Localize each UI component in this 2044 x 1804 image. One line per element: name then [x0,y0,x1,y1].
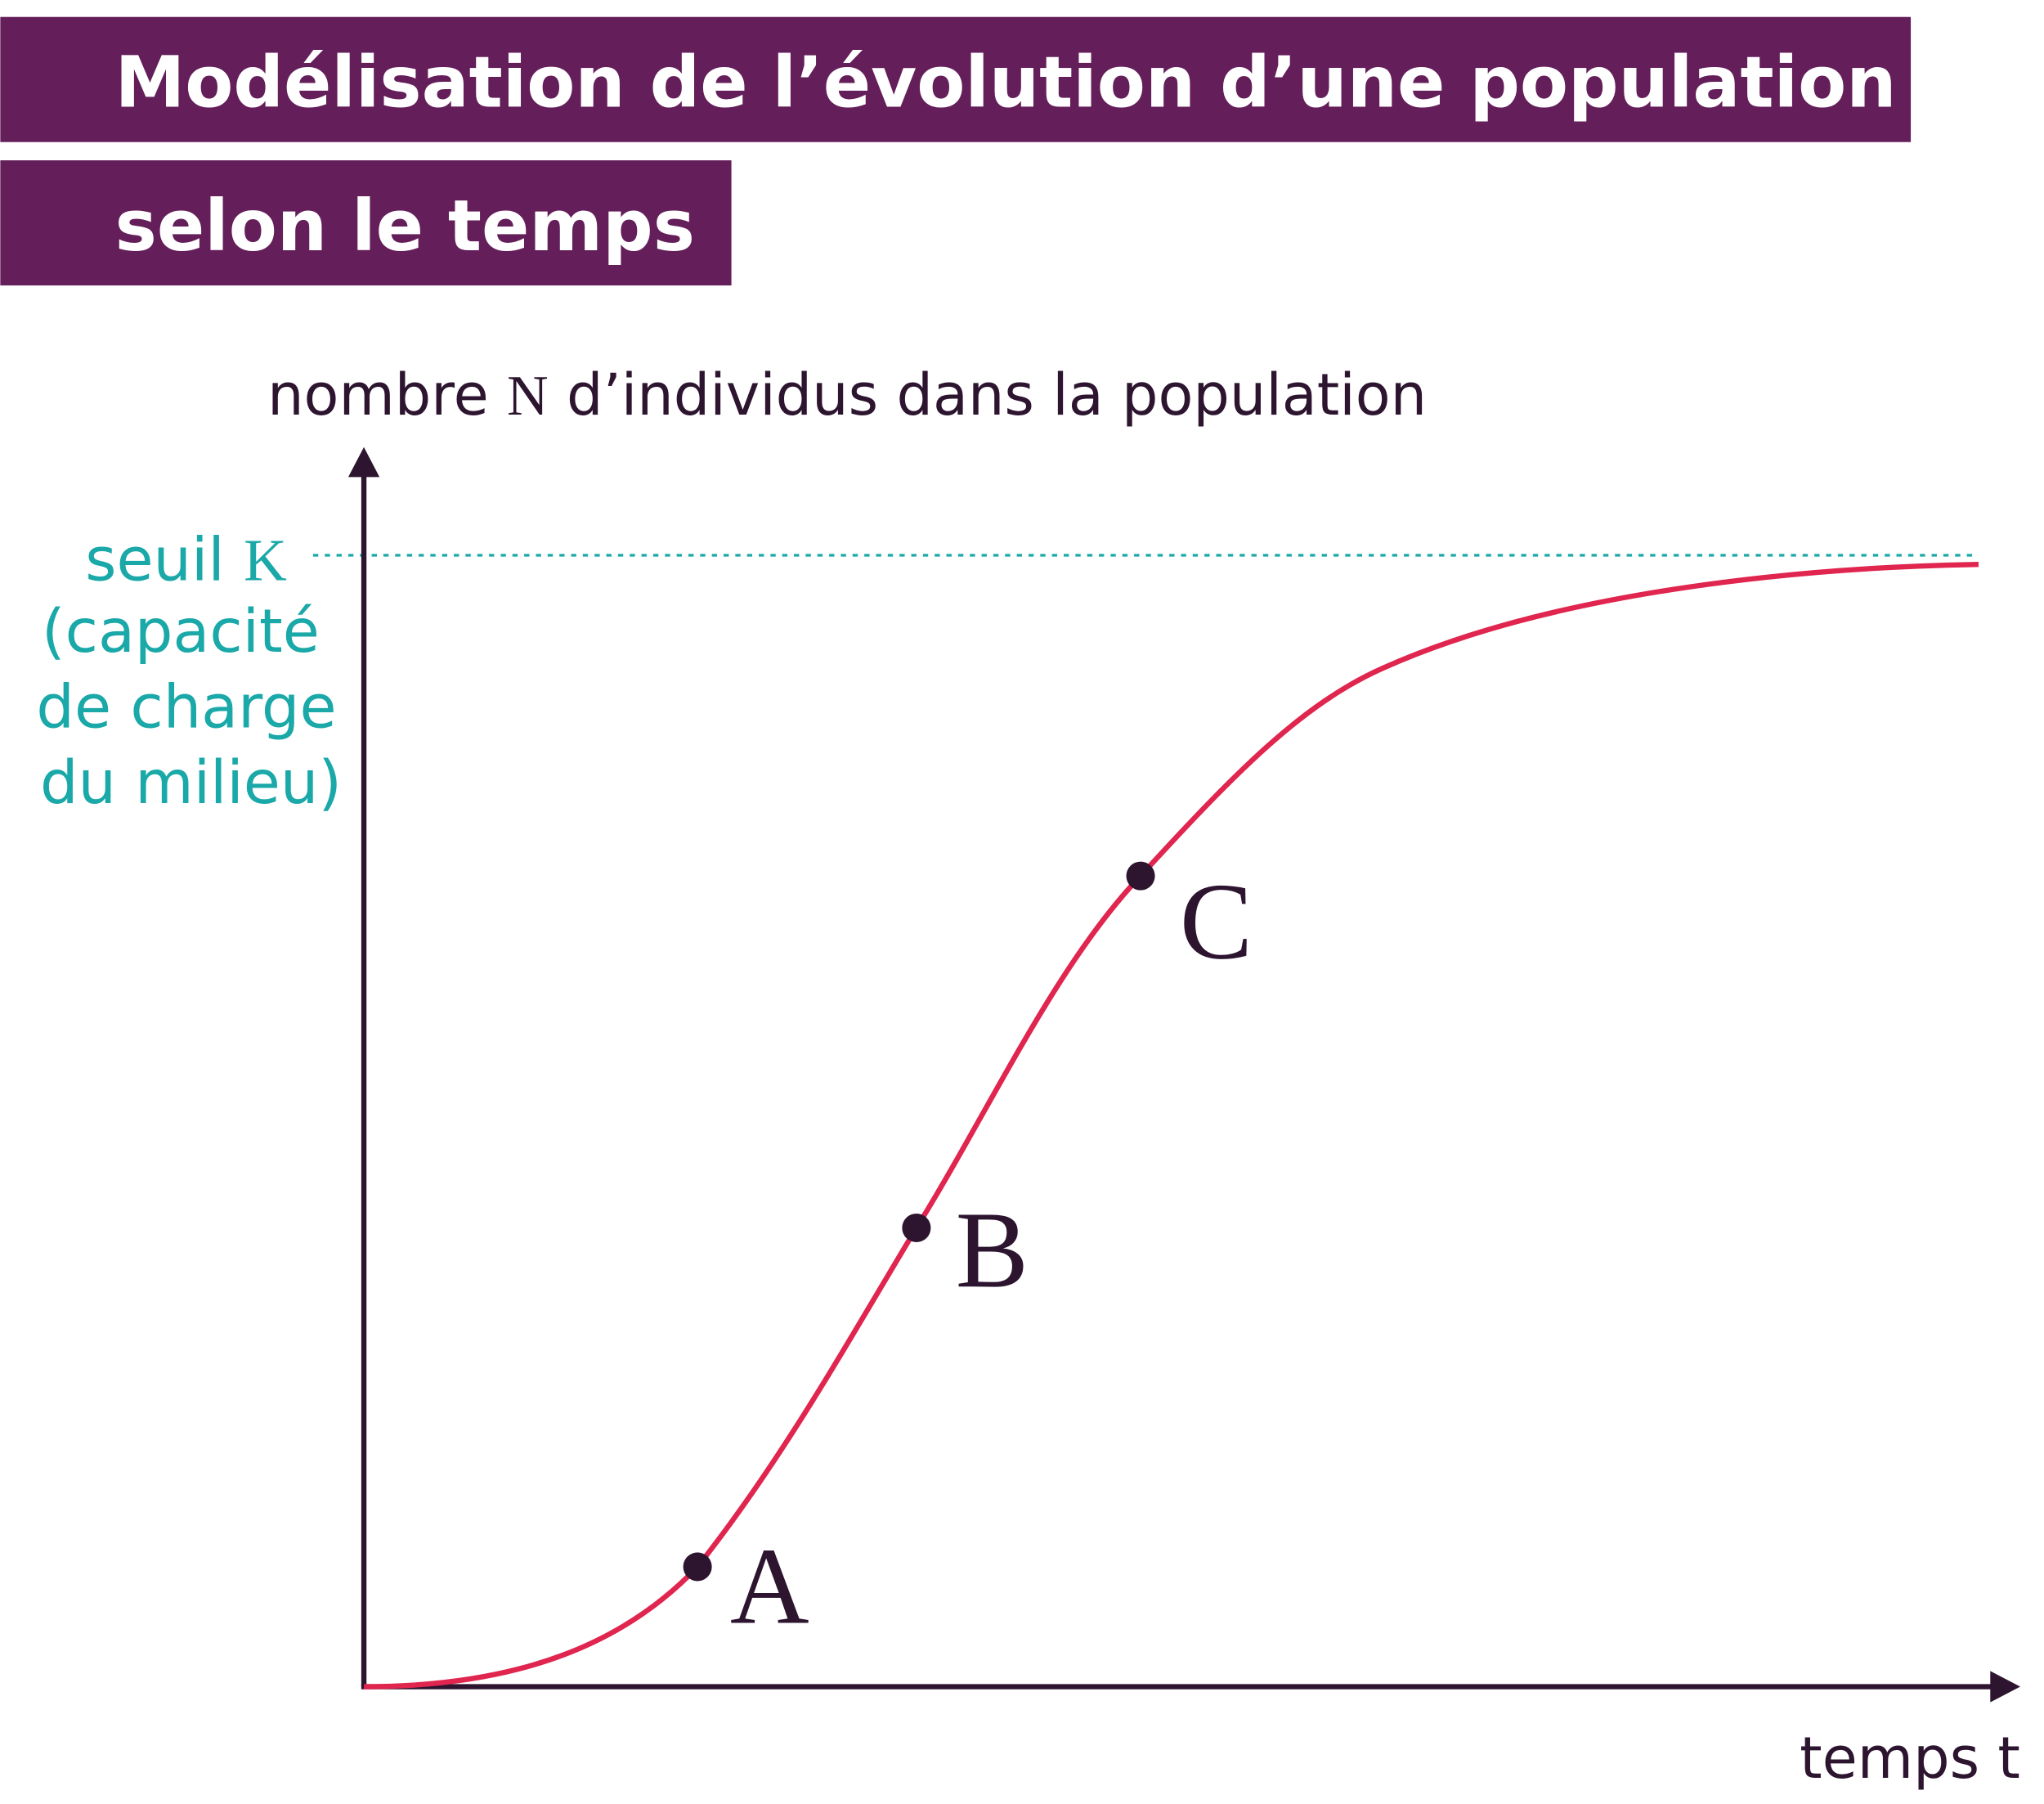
threshold-note: du milieu) [40,748,342,818]
label-part: K [244,527,287,593]
label-part: seuil [85,525,244,595]
point [902,1213,931,1243]
label-part: N [507,365,549,428]
point-label: C [1180,861,1253,982]
title-bar [0,16,1912,142]
axis-arrow [1990,1671,2020,1703]
title: Modélisation de l’évolution d’une popula… [115,43,1897,124]
point [1126,861,1155,891]
threshold-label: seuil K (capacité de charge du milieu) [36,525,342,818]
growth-curve [364,561,1979,1690]
axis-arrow [347,447,380,478]
title: selon le temps [115,186,695,267]
point-label: B [956,1189,1029,1310]
threshold-note: (capacité [42,597,320,666]
label-part: d’individus dans la population [549,361,1427,429]
point-label: A [730,1525,809,1646]
threshold-note: de charge [36,672,336,742]
label-part: nombre [267,361,507,429]
point [683,1552,712,1582]
title-bar [0,160,732,286]
x-axis-label: temps t [1800,1725,2020,1792]
threshold-text: seuil K [85,525,287,595]
y-axis-label: nombre N d’individus dans la population [267,361,1427,429]
point-labels: A B C [730,861,1253,1647]
